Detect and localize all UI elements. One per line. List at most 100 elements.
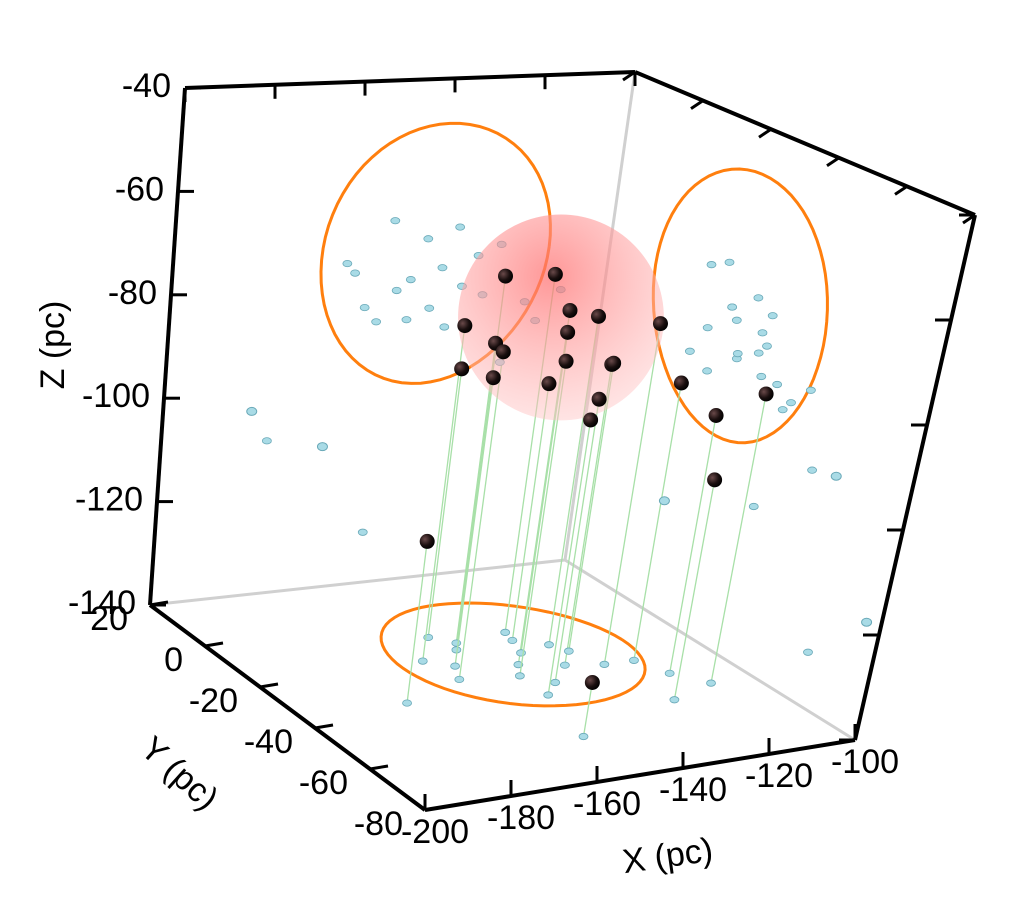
drop-line <box>406 541 428 704</box>
tick-mark <box>369 764 389 771</box>
projection-point-yz <box>684 347 695 355</box>
member-point <box>560 324 576 340</box>
drop-line <box>673 479 716 700</box>
projection-point-yz <box>706 261 717 269</box>
axis-edge <box>148 87 187 606</box>
member-point <box>495 344 511 360</box>
z-tick-label: -80 <box>108 274 157 312</box>
member-point <box>606 355 622 371</box>
drop-line <box>564 364 613 666</box>
member-point <box>583 412 599 428</box>
projection-point-yz <box>803 648 813 656</box>
projection-point-xy <box>514 672 525 680</box>
member-point <box>707 472 723 488</box>
projection-point-yz <box>756 372 767 381</box>
projection-point-yz <box>786 399 796 407</box>
y-tick-label: 20 <box>90 600 128 638</box>
projection-point-xy <box>454 675 465 684</box>
drop-line <box>454 377 494 667</box>
projection-point-xy <box>559 661 570 669</box>
drop-line <box>511 383 550 641</box>
projection-point-xz <box>439 323 450 331</box>
projection-point-yz <box>767 312 778 320</box>
member-point <box>558 353 574 369</box>
member-point <box>562 302 578 318</box>
tick-mark <box>894 185 908 196</box>
tick-mark <box>690 99 704 110</box>
axis-edge <box>424 738 856 812</box>
field-point <box>316 442 328 452</box>
field-point <box>658 496 670 506</box>
drop-line <box>633 382 683 661</box>
projection-point-xy <box>563 647 574 655</box>
projection-point-xy <box>543 691 554 699</box>
x-tick-label: -120 <box>745 757 813 795</box>
member-point <box>457 318 473 334</box>
z-axis-title: Z (pc) <box>34 301 72 390</box>
member-point <box>419 533 435 549</box>
drop-line <box>422 325 466 662</box>
projection-point-xy <box>669 696 680 704</box>
projection-point-xz <box>423 235 434 243</box>
drop-line <box>568 363 615 652</box>
projection-point-yz <box>702 367 712 375</box>
axis-edge <box>634 70 976 217</box>
projection-point-yz <box>757 329 768 337</box>
projection-point-xy <box>402 699 412 707</box>
projection-point-xy <box>599 660 610 668</box>
projection-point-yz <box>777 406 788 414</box>
member-point <box>673 375 689 391</box>
projection-point-xz <box>371 318 382 326</box>
projection-point-xy <box>629 656 639 664</box>
back-edge <box>149 558 566 607</box>
tick-mark <box>758 127 772 139</box>
axis-edge <box>184 70 636 90</box>
member-point <box>547 266 563 282</box>
projection-point-xz <box>261 437 272 445</box>
drop-line <box>547 419 592 696</box>
axis-edge <box>148 603 427 812</box>
drop-line <box>669 415 717 674</box>
projection-point-xz <box>390 217 401 225</box>
projection-point-xy <box>664 669 675 677</box>
member-point <box>708 408 724 424</box>
drop-line <box>455 343 497 644</box>
projection-point-xz <box>405 276 416 284</box>
member-point <box>591 391 607 407</box>
drop-line <box>458 351 504 680</box>
z-tick-label: -120 <box>75 481 143 519</box>
tick-mark <box>314 723 334 730</box>
member-point <box>454 361 470 377</box>
z-tick-label: -100 <box>82 377 150 415</box>
tick-mark <box>149 600 169 607</box>
member-point <box>498 268 514 284</box>
projection-point-xz <box>391 286 402 295</box>
drop-line <box>603 323 662 665</box>
projection-point-xy <box>507 636 518 645</box>
drop-line <box>554 399 600 683</box>
projection-ellipse-xy <box>379 601 647 708</box>
y-tick-label: -60 <box>299 764 348 802</box>
projection-point-xy <box>500 628 511 636</box>
projection-point-yz <box>748 502 759 511</box>
z-tick-label: -60 <box>115 170 164 208</box>
y-tick-label: -80 <box>354 805 403 843</box>
projection-point-yz <box>724 258 735 266</box>
tick-mark <box>622 70 636 82</box>
projection-point-yz <box>772 380 783 389</box>
drop-line <box>427 368 463 638</box>
projection-point-yz <box>762 342 772 350</box>
back-edge <box>564 558 856 742</box>
projection-point-xz <box>424 304 435 312</box>
y-tick-label: -20 <box>189 682 238 720</box>
projection-point-xz <box>359 303 370 312</box>
field-point <box>246 406 258 416</box>
tick-mark <box>204 641 224 648</box>
projection-point-xy <box>451 639 462 647</box>
x-tick-label: -160 <box>573 785 641 823</box>
projection-point-xz <box>342 259 353 268</box>
member-point <box>584 674 600 690</box>
x-tick-label: -180 <box>487 799 555 837</box>
x-tick-label: -200 <box>401 813 469 851</box>
